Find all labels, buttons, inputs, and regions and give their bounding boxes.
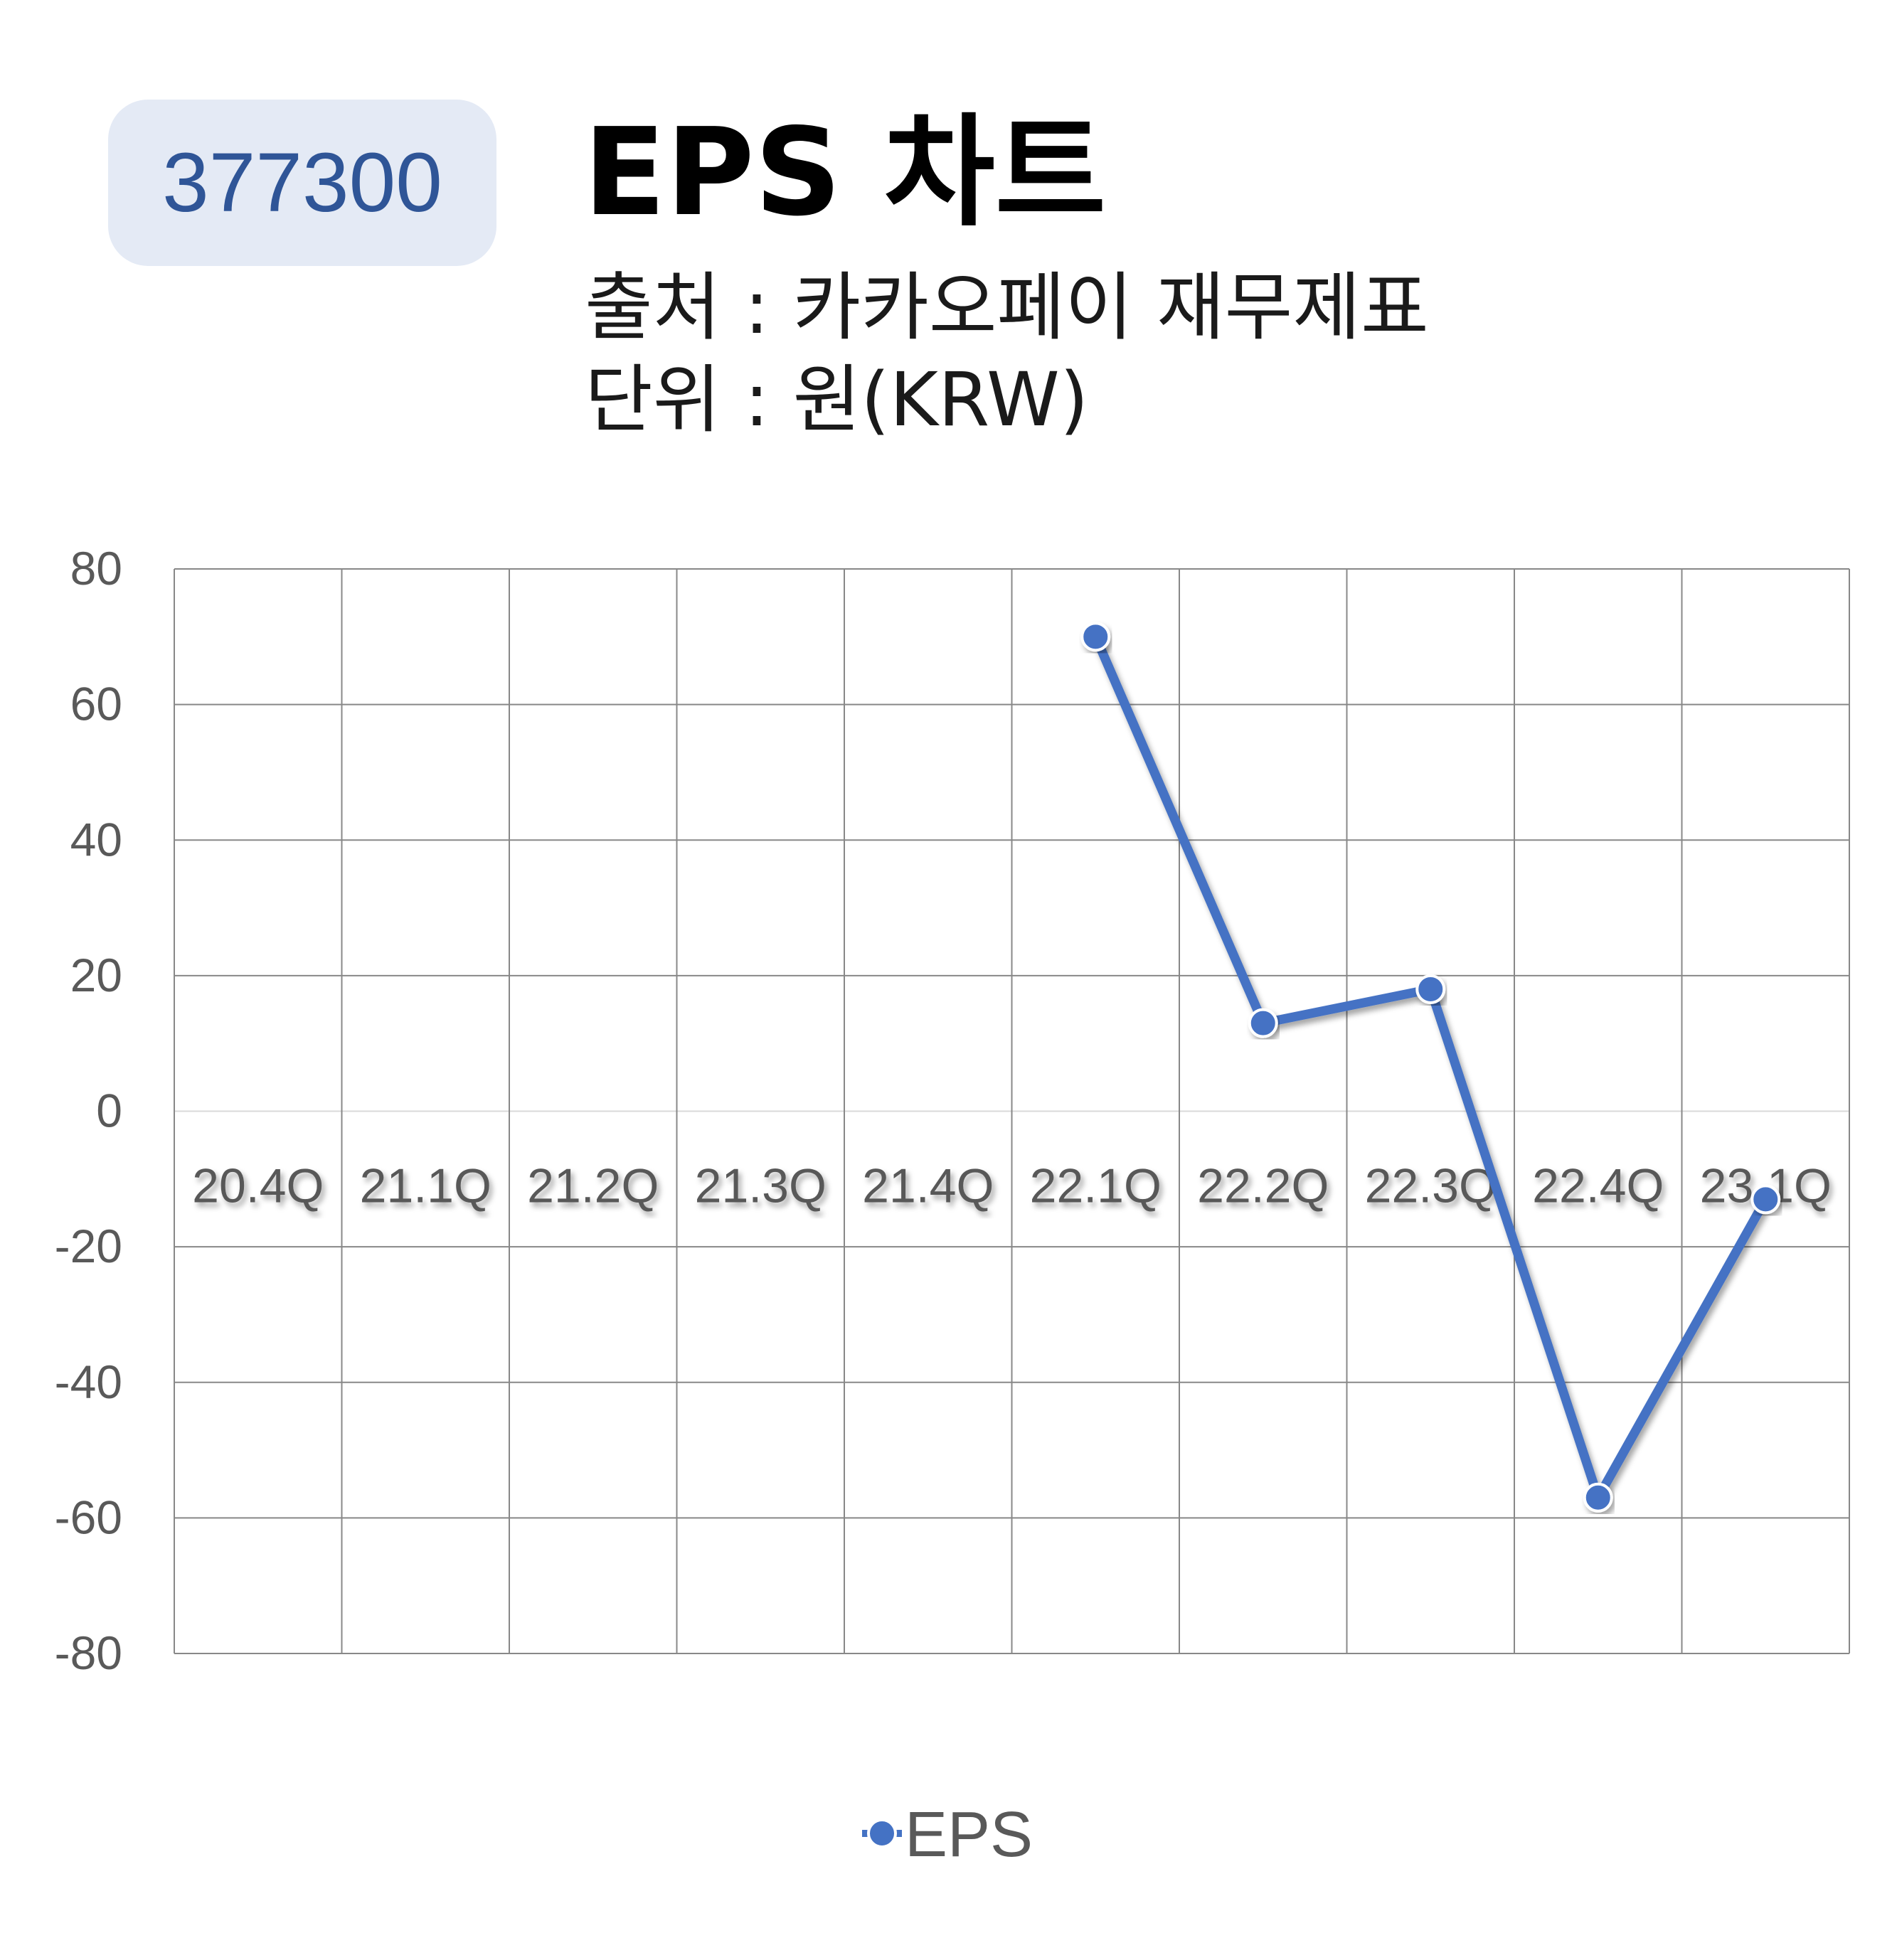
- series-eps: [1080, 622, 1781, 1513]
- series-line: [1090, 632, 1770, 1503]
- x-tick-label: 22.2Q: [1197, 1159, 1329, 1213]
- legend-marker: [867, 1818, 897, 1848]
- y-tick-label: 60: [70, 678, 122, 730]
- source-note: 출처 : 카카오페이 재무제표: [585, 264, 1429, 351]
- unit-note: 단위 : 원(KRW): [585, 356, 1089, 443]
- legend: EPS: [862, 1799, 1033, 1870]
- data-point: [1415, 974, 1446, 1004]
- x-tick-label: 20.4Q: [192, 1159, 324, 1213]
- y-tick-label: -80: [55, 1626, 122, 1679]
- chart-title: EPS 차트: [583, 102, 1107, 243]
- data-point: [1750, 1184, 1781, 1215]
- y-tick-label: 40: [70, 813, 122, 866]
- x-tick-label: 21.3Q: [695, 1159, 827, 1213]
- ticker-badge: 377300: [108, 100, 496, 266]
- grid: [174, 568, 1850, 1654]
- x-tick-label: 21.1Q: [360, 1159, 491, 1213]
- y-tick-label: -20: [55, 1220, 122, 1272]
- y-tick-label: -60: [55, 1491, 122, 1543]
- x-tick-label: 22.3Q: [1365, 1159, 1497, 1213]
- legend-label: EPS: [905, 1799, 1033, 1870]
- x-tick-label: 22.1Q: [1030, 1159, 1162, 1213]
- data-point: [1080, 622, 1111, 652]
- x-tick-label: 21.4Q: [862, 1159, 994, 1213]
- x-tick-label: 21.2Q: [527, 1159, 659, 1213]
- x-tick-label: 22.4Q: [1532, 1159, 1664, 1213]
- data-point: [1248, 1008, 1278, 1038]
- y-axis: 80 60 40 20 0 -20 -40 -60 -80: [55, 542, 122, 1679]
- data-point: [1583, 1482, 1613, 1513]
- y-tick-label: 20: [70, 949, 122, 1001]
- x-axis: 20.4Q 21.1Q 21.2Q 21.3Q 21.4Q 22.1Q 22.2Q 22.3Q…: [192, 1159, 1832, 1213]
- y-tick-label: -40: [55, 1356, 122, 1408]
- y-tick-label: 80: [70, 542, 122, 595]
- y-tick-label: 0: [96, 1085, 122, 1137]
